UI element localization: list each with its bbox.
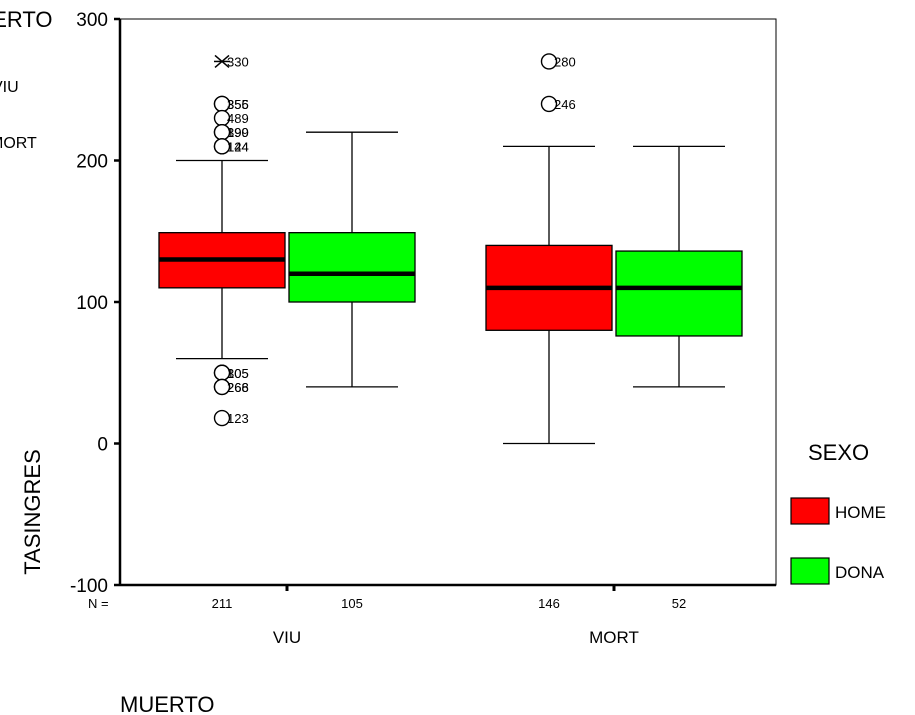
outlier-label: 356 [227,97,249,112]
legend-item-dona: DONA [790,557,885,585]
y-axis-title: TASINGRES [20,449,45,575]
top-left-legend-entry: MORT [0,135,37,152]
legend-label: DONA [835,563,885,582]
n-count-label: 146 [538,596,560,611]
x-axis-title: MUERTO [120,692,215,715]
outlier-label: 124 [227,139,249,154]
outlier-label: 246 [554,97,576,112]
outlier-label: 305 [227,366,249,381]
box-viu-dona [288,131,416,388]
outlier-marker [213,409,231,427]
legend-swatch [790,557,830,585]
legend-title: SEXO [808,440,869,465]
outlier-label: 489 [227,111,249,126]
outlier-label: 105 [227,366,249,381]
box-mort-dona [615,145,743,388]
outlier-label: 355 [227,97,249,112]
box-body [615,250,743,337]
y-tick-label: -100 [70,576,108,597]
n-count-label: 52 [672,596,686,611]
legend-label: HOME [835,503,886,522]
top-left-legend-entry: VIU [0,79,19,96]
y-tick-label: 0 [97,435,108,456]
outlier-marker [213,378,231,396]
n-count-label: 105 [341,596,363,611]
outlier-label: 123 [227,411,249,426]
box-mort-home: 280 246 [485,53,613,445]
outlier-label: 199 [227,125,249,140]
outlier-label: 266 [227,380,249,395]
top-left-legend: MUERTO VIU MORT [0,7,53,152]
outlier-marker [540,53,558,70]
outlier-label: 268 [227,380,249,395]
n-equals-label: N = [88,596,109,611]
outlier-label: 330 [227,54,249,69]
top-left-legend-title: MUERTO [0,7,53,32]
outlier-marker [540,95,558,113]
outlier-label: 280 [554,54,576,69]
outlier-label: 390 [227,125,249,140]
box-body [288,232,416,303]
n-count-label: 211 [212,596,233,611]
legend: SEXO HOME DONA [790,440,886,585]
x-group-label: VIU [273,628,301,647]
y-tick-label: 100 [76,293,108,314]
outlier-marker [213,138,231,155]
y-tick-label: 200 [76,152,108,173]
outlier-label: 144 [227,139,249,154]
x-group-label: MORT [589,628,639,647]
legend-swatch [790,497,830,525]
y-tick-label: 300 [76,10,108,31]
legend-item-home: HOME [790,497,886,525]
